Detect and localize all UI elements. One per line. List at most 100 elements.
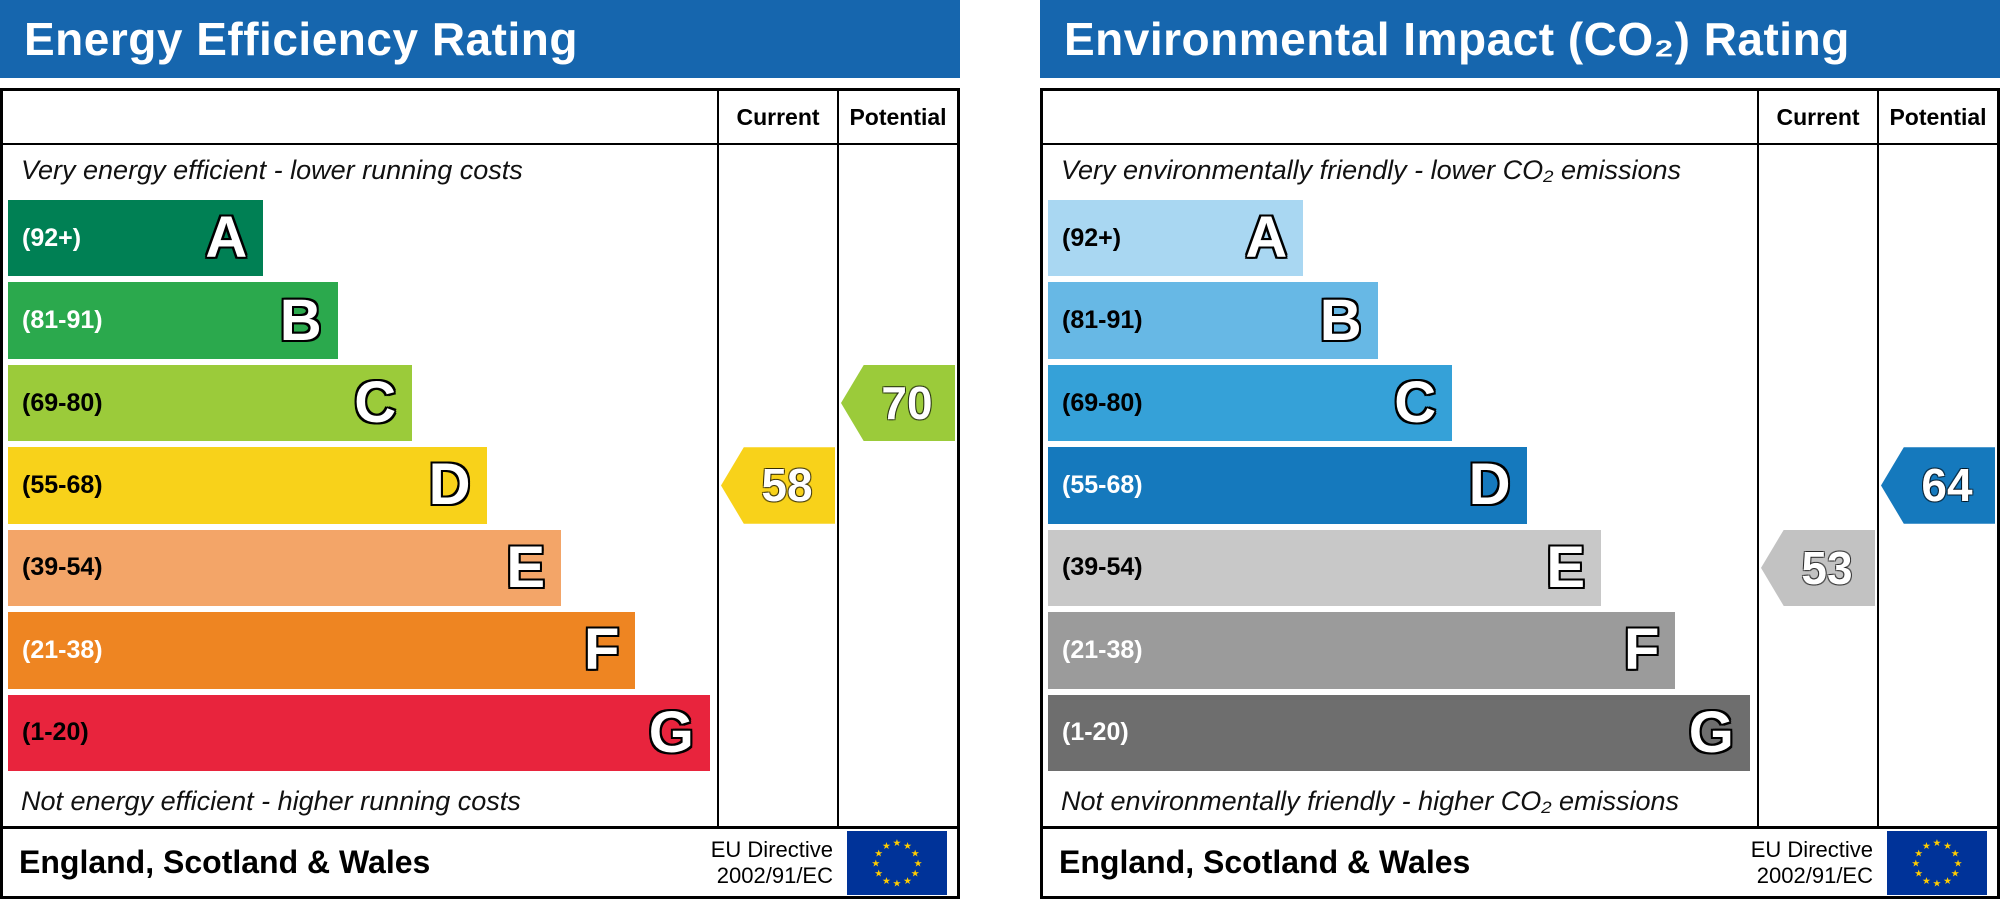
potential-column-header: Potential: [837, 91, 957, 143]
svg-text:★: ★: [882, 876, 891, 887]
eu-directive-line2: 2002/91/EC: [716, 862, 833, 888]
band-bar-g: (1-20) G: [1048, 694, 1750, 771]
svg-text:★: ★: [914, 858, 923, 869]
band-range-label: (69-80): [22, 388, 103, 417]
svg-text:★: ★: [871, 858, 880, 869]
rating-table: Current Potential Very energy efficient …: [0, 88, 960, 899]
eu-flag-icon: ★ ★★★★★★★★★★★: [847, 830, 947, 895]
band-range-label: (69-80): [1062, 388, 1143, 417]
band-bar-d: (55-68) D: [1048, 447, 1527, 524]
rating-cell: [1759, 444, 1877, 526]
band-bar-c: (69-80) C: [8, 364, 413, 442]
band-bar-e: (39-54) E: [1048, 529, 1602, 607]
eu-directive-label: EU Directive 2002/91/EC: [711, 837, 833, 888]
caption-bottom: Not energy efficient - higher running co…: [21, 785, 521, 816]
environmental-impact-chart: Environmental Impact (CO₂) Rating Curren…: [1040, 0, 2000, 899]
rating-cell: [1759, 362, 1877, 444]
band-bar-e: (39-54) E: [8, 529, 562, 607]
rating-cell: [719, 197, 837, 279]
band-letter: E: [1546, 534, 1586, 600]
current-rating-arrow: 58: [721, 447, 835, 524]
header-spacer: [1043, 91, 1757, 143]
svg-text:★: ★: [1943, 876, 1952, 887]
current-column-header: Current: [1757, 91, 1877, 143]
column-spacer: [839, 145, 957, 195]
band-bar-f: (21-38) F: [1048, 612, 1676, 689]
rating-cell: [719, 362, 837, 444]
band-letter: G: [1688, 699, 1734, 765]
column-spacer: [1879, 145, 1997, 195]
band-bar-f: (21-38) F: [8, 612, 636, 689]
potential-rating-column: 64: [1877, 145, 1997, 826]
band-letter: B: [279, 287, 322, 353]
eu-directive-line2: 2002/91/EC: [1756, 862, 1873, 888]
svg-text:★: ★: [1914, 868, 1923, 879]
band-letter: A: [205, 205, 248, 271]
band-range-label: (1-20): [1062, 718, 1129, 747]
rating-bands: (92+) A (81-91) B (69-80) C (55-68) D (39-54) E (2…: [3, 195, 717, 776]
band-letter: G: [648, 699, 694, 765]
eu-directive-label: EU Directive 2002/91/EC: [1751, 837, 1873, 888]
band-row-f: (21-38) F: [3, 609, 717, 691]
band-row-f: (21-38) F: [1043, 609, 1757, 691]
energy-efficiency-chart: Energy Efficiency Rating Current Potenti…: [0, 0, 960, 899]
rating-cell: [839, 197, 957, 279]
rating-cell: [1759, 692, 1877, 774]
rating-cell: [839, 692, 957, 774]
caption-top: Very environmentally friendly - lower CO…: [1061, 154, 1681, 185]
band-letter: F: [584, 617, 620, 683]
band-row-b: (81-91) B: [3, 279, 717, 361]
band-range-label: (81-91): [1062, 306, 1143, 335]
band-bar-b: (81-91) B: [8, 282, 338, 359]
column-spacer: [1759, 776, 1877, 826]
rating-cell: [1879, 692, 1997, 774]
band-letter: F: [1624, 617, 1660, 683]
band-range-label: (81-91): [22, 306, 103, 335]
svg-text:★: ★: [1914, 848, 1923, 859]
band-row-c: (69-80) C: [3, 362, 717, 444]
rating-cell: [1759, 609, 1877, 691]
header-spacer: [3, 91, 717, 143]
rating-cell: [719, 609, 837, 691]
band-bar-g: (1-20) G: [8, 694, 710, 771]
band-bar-a: (92+) A: [8, 200, 264, 277]
rating-cell: [719, 692, 837, 774]
band-row-g: (1-20) G: [1043, 692, 1757, 774]
rating-cell: [839, 527, 957, 609]
table-body: Very environmentally friendly - lower CO…: [1043, 145, 1997, 826]
band-row-d: (55-68) D: [1043, 444, 1757, 526]
current-rating-column: 58: [717, 145, 837, 826]
band-range-label: (55-68): [1062, 470, 1143, 499]
eu-directive-line1: EU Directive: [710, 837, 833, 863]
rating-cell: [1879, 362, 1997, 444]
column-spacer: [1759, 145, 1877, 195]
svg-text:★: ★: [893, 838, 902, 849]
band-range-label: (21-38): [1062, 635, 1143, 664]
band-letter: D: [1468, 452, 1511, 518]
svg-text:★: ★: [1922, 841, 1931, 852]
svg-text:★: ★: [903, 876, 912, 887]
table-header: Current Potential: [3, 91, 957, 145]
potential-rating-column: 70: [837, 145, 957, 826]
current-rating-column: 53: [1757, 145, 1877, 826]
rating-cell: [719, 279, 837, 361]
current-column-header: Current: [717, 91, 837, 143]
table-body: Very energy efficient - lower running co…: [3, 145, 957, 826]
table-footer: England, Scotland & Wales EU Directive 2…: [1043, 826, 1997, 896]
band-row-b: (81-91) B: [1043, 279, 1757, 361]
rating-bands: (92+) A (81-91) B (69-80) C (55-68) D (39-54) E (2…: [1043, 195, 1757, 776]
rating-cell: [839, 279, 957, 361]
svg-text:★: ★: [882, 841, 891, 852]
rating-cell: [1759, 197, 1877, 279]
current-rating-rows: 53: [1759, 195, 1877, 776]
rating-cell: [839, 444, 957, 526]
band-row-e: (39-54) E: [3, 527, 717, 609]
eu-flag-icon: ★ ★★★★★★★★★★★: [1887, 830, 1987, 895]
band-bar-d: (55-68) D: [8, 447, 487, 524]
svg-text:★: ★: [903, 841, 912, 852]
svg-text:★: ★: [874, 868, 883, 879]
band-range-label: (55-68): [22, 470, 103, 499]
svg-text:★: ★: [1922, 876, 1931, 887]
svg-text:★: ★: [1943, 841, 1952, 852]
potential-column-header: Potential: [1877, 91, 1997, 143]
